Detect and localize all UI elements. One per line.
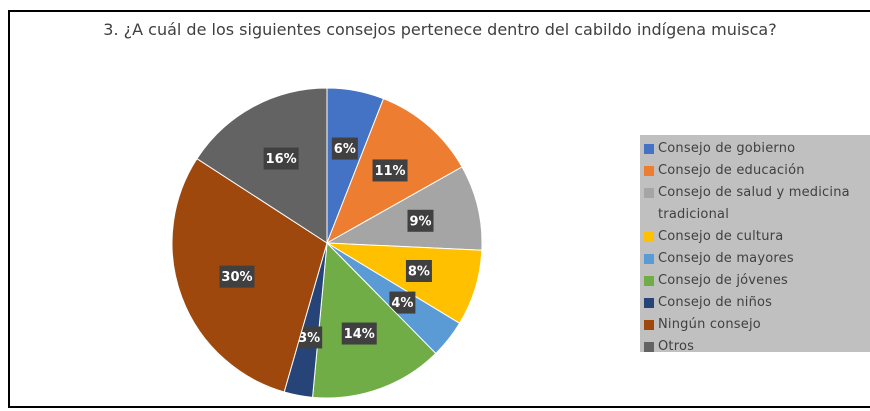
data-label: 8% [408, 264, 430, 279]
data-label: 14% [344, 327, 375, 342]
legend-label: Consejo de mayores [658, 251, 794, 266]
legend-swatch [644, 188, 654, 198]
data-label-box [341, 322, 377, 345]
pie-slice [196, 87, 328, 244]
legend-swatch [644, 232, 654, 242]
legend-swatch [644, 298, 654, 308]
pie-slice [325, 166, 483, 251]
data-label-box [407, 209, 434, 232]
legend-label: Consejo de jóvenes [658, 273, 788, 288]
legend-swatch [644, 276, 654, 286]
legend-label: Consejo de educación [658, 163, 805, 178]
legend-label: Consejo de salud y medicina tradicional [658, 185, 850, 222]
chart-frame [8, 10, 870, 408]
legend-item: Consejo de jóvenes [644, 270, 866, 292]
legend-swatch [644, 254, 654, 264]
legend-label: Consejo de cultura [658, 229, 784, 244]
data-label: 3% [298, 331, 320, 346]
legend-item: Ningún consejo [644, 314, 866, 336]
legend-item: Consejo de educación [644, 160, 866, 182]
legend-item: Consejo de niños [644, 292, 866, 314]
legend-swatch [644, 166, 654, 176]
legend-label: Ningún consejo [658, 317, 761, 332]
data-label-box [263, 147, 299, 170]
legend-swatch [644, 342, 654, 352]
data-label: 11% [374, 164, 405, 179]
legend-swatch [644, 320, 654, 330]
pie-slice [312, 241, 437, 399]
data-label: 9% [409, 214, 431, 229]
legend-label: Consejo de niños [658, 295, 773, 310]
data-label: 30% [221, 270, 252, 285]
legend-item: Consejo de mayores [644, 248, 866, 270]
legend-label: Consejo de gobierno [658, 141, 796, 156]
legend-item: Consejo de cultura [644, 226, 866, 248]
data-label: 16% [266, 152, 297, 167]
data-label-box [405, 259, 432, 282]
legend-item: Otros [644, 336, 866, 358]
legend-item: Consejo de salud y medicina tradicional [644, 182, 866, 226]
legend: Consejo de gobierno Consejo de educación C… [640, 135, 870, 354]
data-label-box [219, 265, 255, 288]
chart-title: 3. ¿A cuál de los siguientes consejos pe… [103, 20, 777, 39]
data-label-box [389, 291, 416, 314]
data-label-box [331, 137, 358, 160]
legend-item: Consejo de gobierno [644, 138, 866, 160]
chart: 6% 11% 9% 8% 4% 14% 3% 30% 16% [171, 87, 483, 399]
data-label-box [296, 326, 323, 349]
data-label: 4% [391, 296, 413, 311]
legend-label: Otros [658, 339, 695, 354]
data-label-box [372, 159, 408, 182]
data-label: 6% [334, 142, 356, 157]
legend-swatch [644, 144, 654, 154]
